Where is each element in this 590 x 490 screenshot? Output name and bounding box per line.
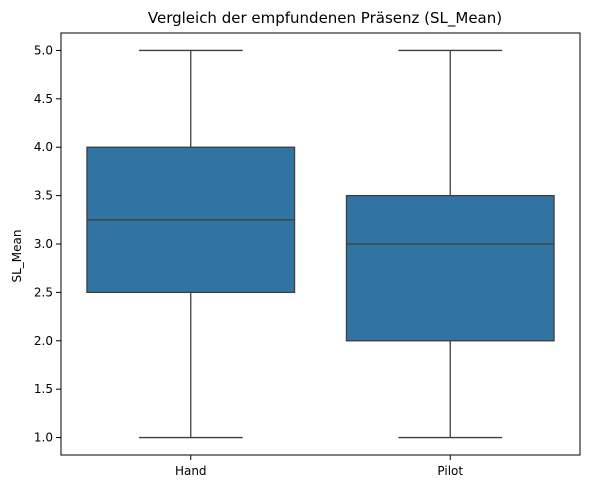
y-tick-label: 4.5 bbox=[34, 92, 53, 106]
box-hand bbox=[86, 49, 296, 439]
y-tick-label: 1.0 bbox=[34, 431, 53, 445]
x-tick-label: Hand bbox=[175, 464, 207, 478]
y-tick-label: 2.0 bbox=[34, 334, 53, 348]
y-tick-label: 4.0 bbox=[34, 140, 53, 154]
iqr-box bbox=[345, 194, 555, 342]
y-axis: 1.0 1.5 2.0 2.5 3.0 3.5 4.0 4.5 5.0 bbox=[34, 43, 61, 445]
y-tick-label: 2.5 bbox=[34, 285, 53, 299]
box-pilot bbox=[345, 49, 555, 439]
x-tick-label: Pilot bbox=[437, 464, 463, 478]
y-tick-label: 3.5 bbox=[34, 189, 53, 203]
y-axis-label: SL_Mean bbox=[10, 230, 24, 283]
y-tick-label: 1.5 bbox=[34, 382, 53, 396]
x-axis: Hand Pilot bbox=[175, 455, 463, 478]
y-tick-label: 3.0 bbox=[34, 237, 53, 251]
plot-area bbox=[60, 32, 581, 456]
y-tick-label: 5.0 bbox=[34, 43, 53, 57]
chart-title: Vergleich der empfundenen Präsenz (SL_Me… bbox=[148, 9, 502, 28]
